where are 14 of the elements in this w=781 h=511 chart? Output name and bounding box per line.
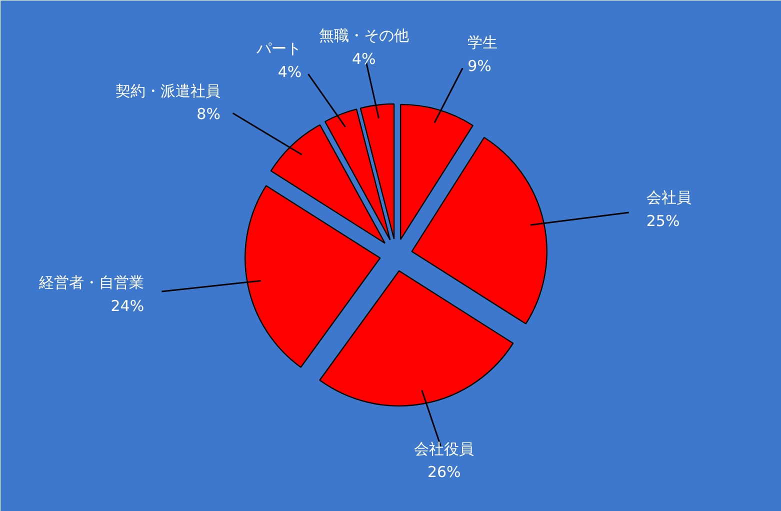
slice-label: パート [256,40,302,58]
slice-label: 学生 [468,33,498,52]
data-label: 8% [196,105,220,124]
data-label: 24% [110,296,144,315]
slice-label: 無職・その他 [318,26,409,45]
slice-label: 会社役員 [414,440,474,458]
slice-label: 経営者・自営業 [38,274,144,292]
data-label: 4% [352,50,376,68]
data-label: 4% [278,63,302,82]
slice-label: 会社員 [646,188,692,207]
slice-label: 契約・派遣社員 [115,82,220,100]
data-label: 26% [427,463,461,482]
data-label: 9% [468,56,492,75]
data-label: 25% [646,212,680,230]
